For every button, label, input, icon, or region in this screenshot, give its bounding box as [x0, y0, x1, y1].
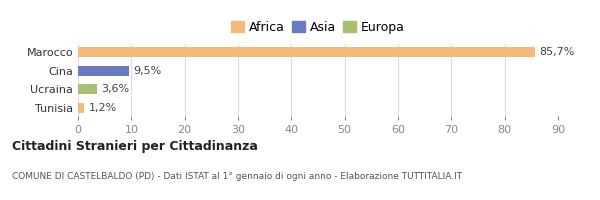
Text: 1,2%: 1,2% [89, 103, 117, 113]
Text: 9,5%: 9,5% [133, 66, 161, 76]
Text: COMUNE DI CASTELBALDO (PD) - Dati ISTAT al 1° gennaio di ogni anno - Elaborazion: COMUNE DI CASTELBALDO (PD) - Dati ISTAT … [12, 172, 462, 181]
Bar [78, 66, 128, 76]
Bar [78, 84, 97, 94]
Bar [78, 47, 535, 57]
Text: Cittadini Stranieri per Cittadinanza: Cittadini Stranieri per Cittadinanza [12, 140, 258, 153]
Bar [78, 103, 85, 113]
Text: 3,6%: 3,6% [101, 84, 130, 94]
Legend: Africa, Asia, Europa: Africa, Asia, Europa [229, 18, 407, 36]
Text: 85,7%: 85,7% [539, 47, 575, 57]
